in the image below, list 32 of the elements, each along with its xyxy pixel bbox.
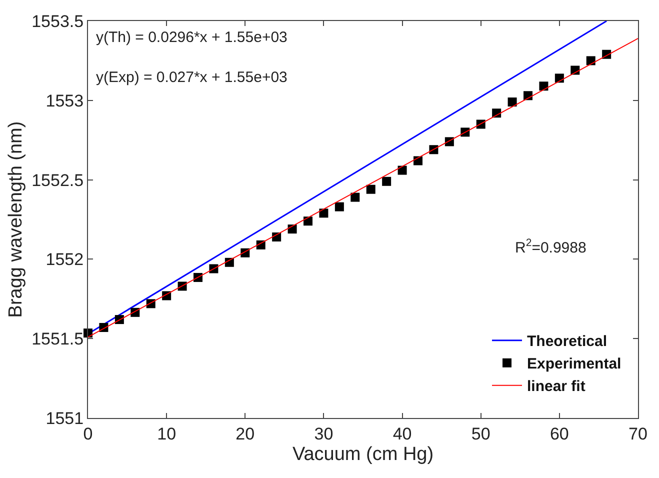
point: [366, 184, 376, 194]
point: [508, 97, 517, 106]
x-tick-label: 0: [83, 424, 93, 444]
y-tick-label: 1552.5: [32, 170, 84, 190]
legend-label: Experimental: [527, 356, 622, 373]
annotation: R$^{2}$=0.9988: [515, 237, 586, 256]
y-tick-label: 1553.5: [32, 12, 84, 31]
legend-label: Theoretical: [527, 333, 608, 350]
x-tick-label: 10: [157, 424, 176, 444]
point: [398, 166, 407, 175]
y-axis-title: Bragg wavelength (nm): [5, 121, 26, 318]
point: [350, 192, 360, 202]
annotation: y(Exp) = 0.027*x + 1.55e+03: [96, 69, 288, 86]
point: [382, 176, 392, 186]
x-tick-label: 20: [236, 424, 255, 444]
x-tick-label: 70: [628, 424, 648, 444]
point: [304, 216, 312, 226]
x-tick-label: 60: [550, 424, 569, 444]
point: [586, 56, 596, 66]
legend-label: linear fit: [527, 378, 586, 396]
point: [334, 202, 344, 212]
x-tick-label: 50: [471, 424, 490, 444]
y-tick-label: 1551.5: [32, 330, 84, 349]
y-tick-label: 1552: [46, 250, 84, 270]
x-tick-label: 40: [392, 424, 412, 444]
y-tick-label: 1553: [46, 91, 84, 110]
annotation: y(Th) = 0.0296*x + 1.55e+03: [96, 29, 288, 46]
point: [539, 82, 548, 91]
point: [319, 208, 328, 218]
y-tick-label: 1551: [46, 408, 84, 428]
x-axis-title: Vacuum (cm Hg): [292, 444, 434, 466]
x-tick-label: 30: [314, 424, 334, 444]
